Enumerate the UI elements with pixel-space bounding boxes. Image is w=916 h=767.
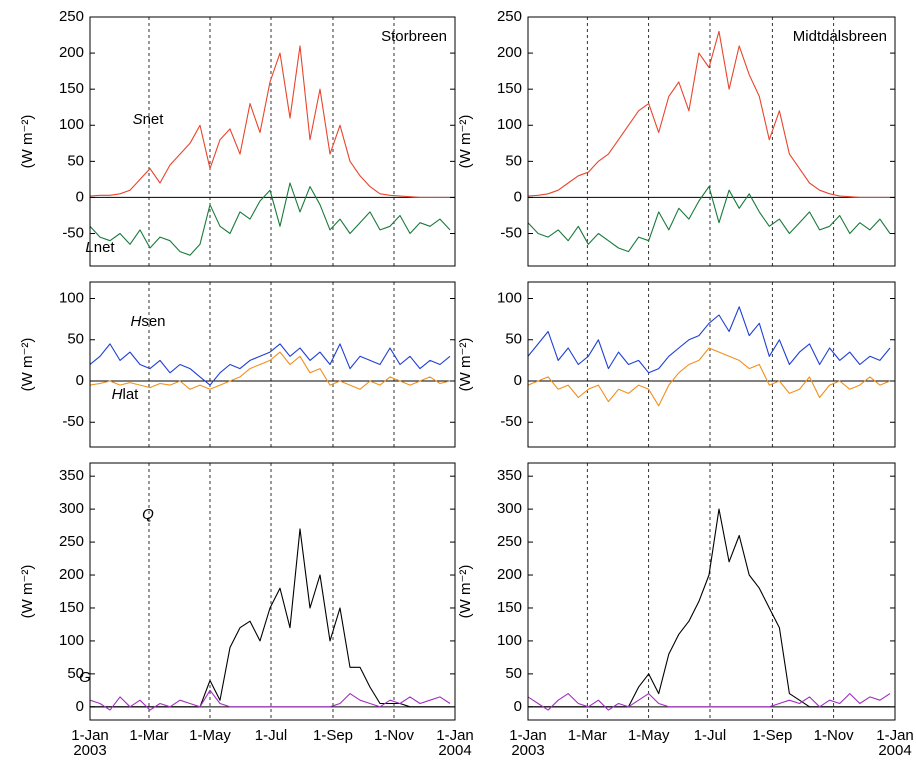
y-tick-label: -50	[500, 413, 522, 430]
y-tick-label: 50	[505, 152, 522, 169]
y-axis-label: (W m⁻²)	[457, 338, 474, 392]
x-tick-label: 1-Nov	[814, 727, 855, 744]
y-tick-label: 300	[497, 500, 522, 517]
series-line	[528, 30, 890, 198]
y-tick-label: 100	[59, 632, 84, 649]
panel: 1-Jan 2003 1-Mar 1-May 1-Jul 1-Sep 1-Nov 1-Jan 2…	[457, 462, 914, 759]
y-tick-label: 150	[497, 80, 522, 97]
y-tick-label: -50	[62, 413, 84, 430]
series-line	[528, 508, 890, 708]
series-line	[528, 306, 891, 374]
panel: -50 0 50 100 (W m⁻²)	[457, 281, 896, 448]
y-axis-label: (W m⁻²)	[19, 115, 36, 169]
y-tick-label: 100	[497, 289, 522, 306]
y-tick-label: 50	[505, 665, 522, 682]
x-tick-label: 1-May	[189, 727, 231, 744]
y-tick-label: 0	[76, 188, 84, 205]
panel: 1-Jan 2003 1-Mar 1-May 1-Jul 1-Sep 1-Nov 1-Jan 2…	[19, 462, 474, 759]
series-line	[528, 693, 891, 711]
x-tick-label: 1-Nov	[374, 727, 415, 744]
series-line	[90, 45, 450, 198]
series-label: Hlat	[112, 386, 140, 403]
y-tick-label: 50	[67, 331, 84, 348]
x-tick-label: 1-Jan 2004	[876, 727, 914, 759]
y-tick-label: 50	[67, 665, 84, 682]
y-axis-label: (W m⁻²)	[19, 338, 36, 392]
y-tick-label: 250	[59, 8, 84, 25]
y-tick-label: 50	[505, 331, 522, 348]
y-tick-label: 0	[76, 698, 84, 715]
series-line	[90, 343, 451, 386]
y-tick-label: 250	[497, 533, 522, 550]
y-axis-label: (W m⁻²)	[457, 115, 474, 169]
y-tick-label: 250	[59, 533, 84, 550]
y-tick-label: 150	[59, 599, 84, 616]
x-tick-label: 1-Mar	[129, 727, 168, 744]
x-tick-label: 1-Jul	[694, 727, 727, 744]
y-tick-label: 0	[76, 372, 84, 389]
series-line	[90, 351, 451, 390]
y-tick-label: 0	[514, 188, 522, 205]
y-tick-label: 350	[497, 467, 522, 484]
y-tick-label: 300	[59, 500, 84, 517]
y-tick-label: 150	[497, 599, 522, 616]
frame	[527, 281, 896, 448]
x-tick-label: 1-Sep	[752, 727, 792, 744]
y-tick-label: -50	[62, 224, 84, 241]
x-tick-label: 1-Jul	[255, 727, 288, 744]
panel: -50 0 50 100 Hsen Hlat (W m⁻²)	[19, 281, 456, 448]
x-tick-label: 1-Mar	[568, 727, 607, 744]
series-label: Hsen	[130, 313, 165, 330]
panel-title: Storbreen	[381, 28, 447, 45]
series-line	[90, 528, 450, 708]
series-line	[90, 182, 451, 256]
y-tick-label: 200	[59, 566, 84, 583]
series-label: Snet	[133, 111, 165, 128]
panel-title: Midtdalsbreen	[793, 28, 887, 45]
series-line	[90, 689, 451, 711]
y-tick-label: 0	[514, 372, 522, 389]
series-label: Q	[142, 506, 154, 523]
y-tick-label: 0	[514, 698, 522, 715]
x-tick-label: 1-May	[628, 727, 670, 744]
y-tick-label: 100	[59, 289, 84, 306]
y-tick-label: 100	[497, 632, 522, 649]
y-tick-label: 250	[497, 8, 522, 25]
panel: -50 0 50 100 150 200 250 Midtdalsbreen (W m⁻²)	[457, 8, 896, 267]
y-tick-label: 150	[59, 80, 84, 97]
y-axis-label: (W m⁻²)	[457, 565, 474, 619]
frame	[89, 16, 456, 267]
series-line	[528, 347, 891, 407]
frame	[527, 16, 896, 267]
y-axis-label: (W m⁻²)	[19, 565, 36, 619]
x-tick-label: 1-Jan 2003	[509, 727, 547, 759]
series-line	[528, 186, 891, 253]
y-tick-label: 200	[497, 44, 522, 61]
series-label: G	[79, 669, 91, 686]
frame	[527, 462, 896, 721]
x-tick-label: 1-Jan 2004	[436, 727, 474, 759]
y-tick-label: 100	[59, 116, 84, 133]
y-tick-label: 350	[59, 467, 84, 484]
x-tick-label: 1-Sep	[313, 727, 353, 744]
y-tick-label: 50	[67, 152, 84, 169]
y-tick-label: 100	[497, 116, 522, 133]
y-tick-label: -50	[500, 224, 522, 241]
y-tick-label: 200	[59, 44, 84, 61]
x-tick-label: 1-Jan 2003	[71, 727, 109, 759]
y-tick-label: 200	[497, 566, 522, 583]
frame	[89, 281, 456, 448]
frame	[89, 462, 456, 721]
